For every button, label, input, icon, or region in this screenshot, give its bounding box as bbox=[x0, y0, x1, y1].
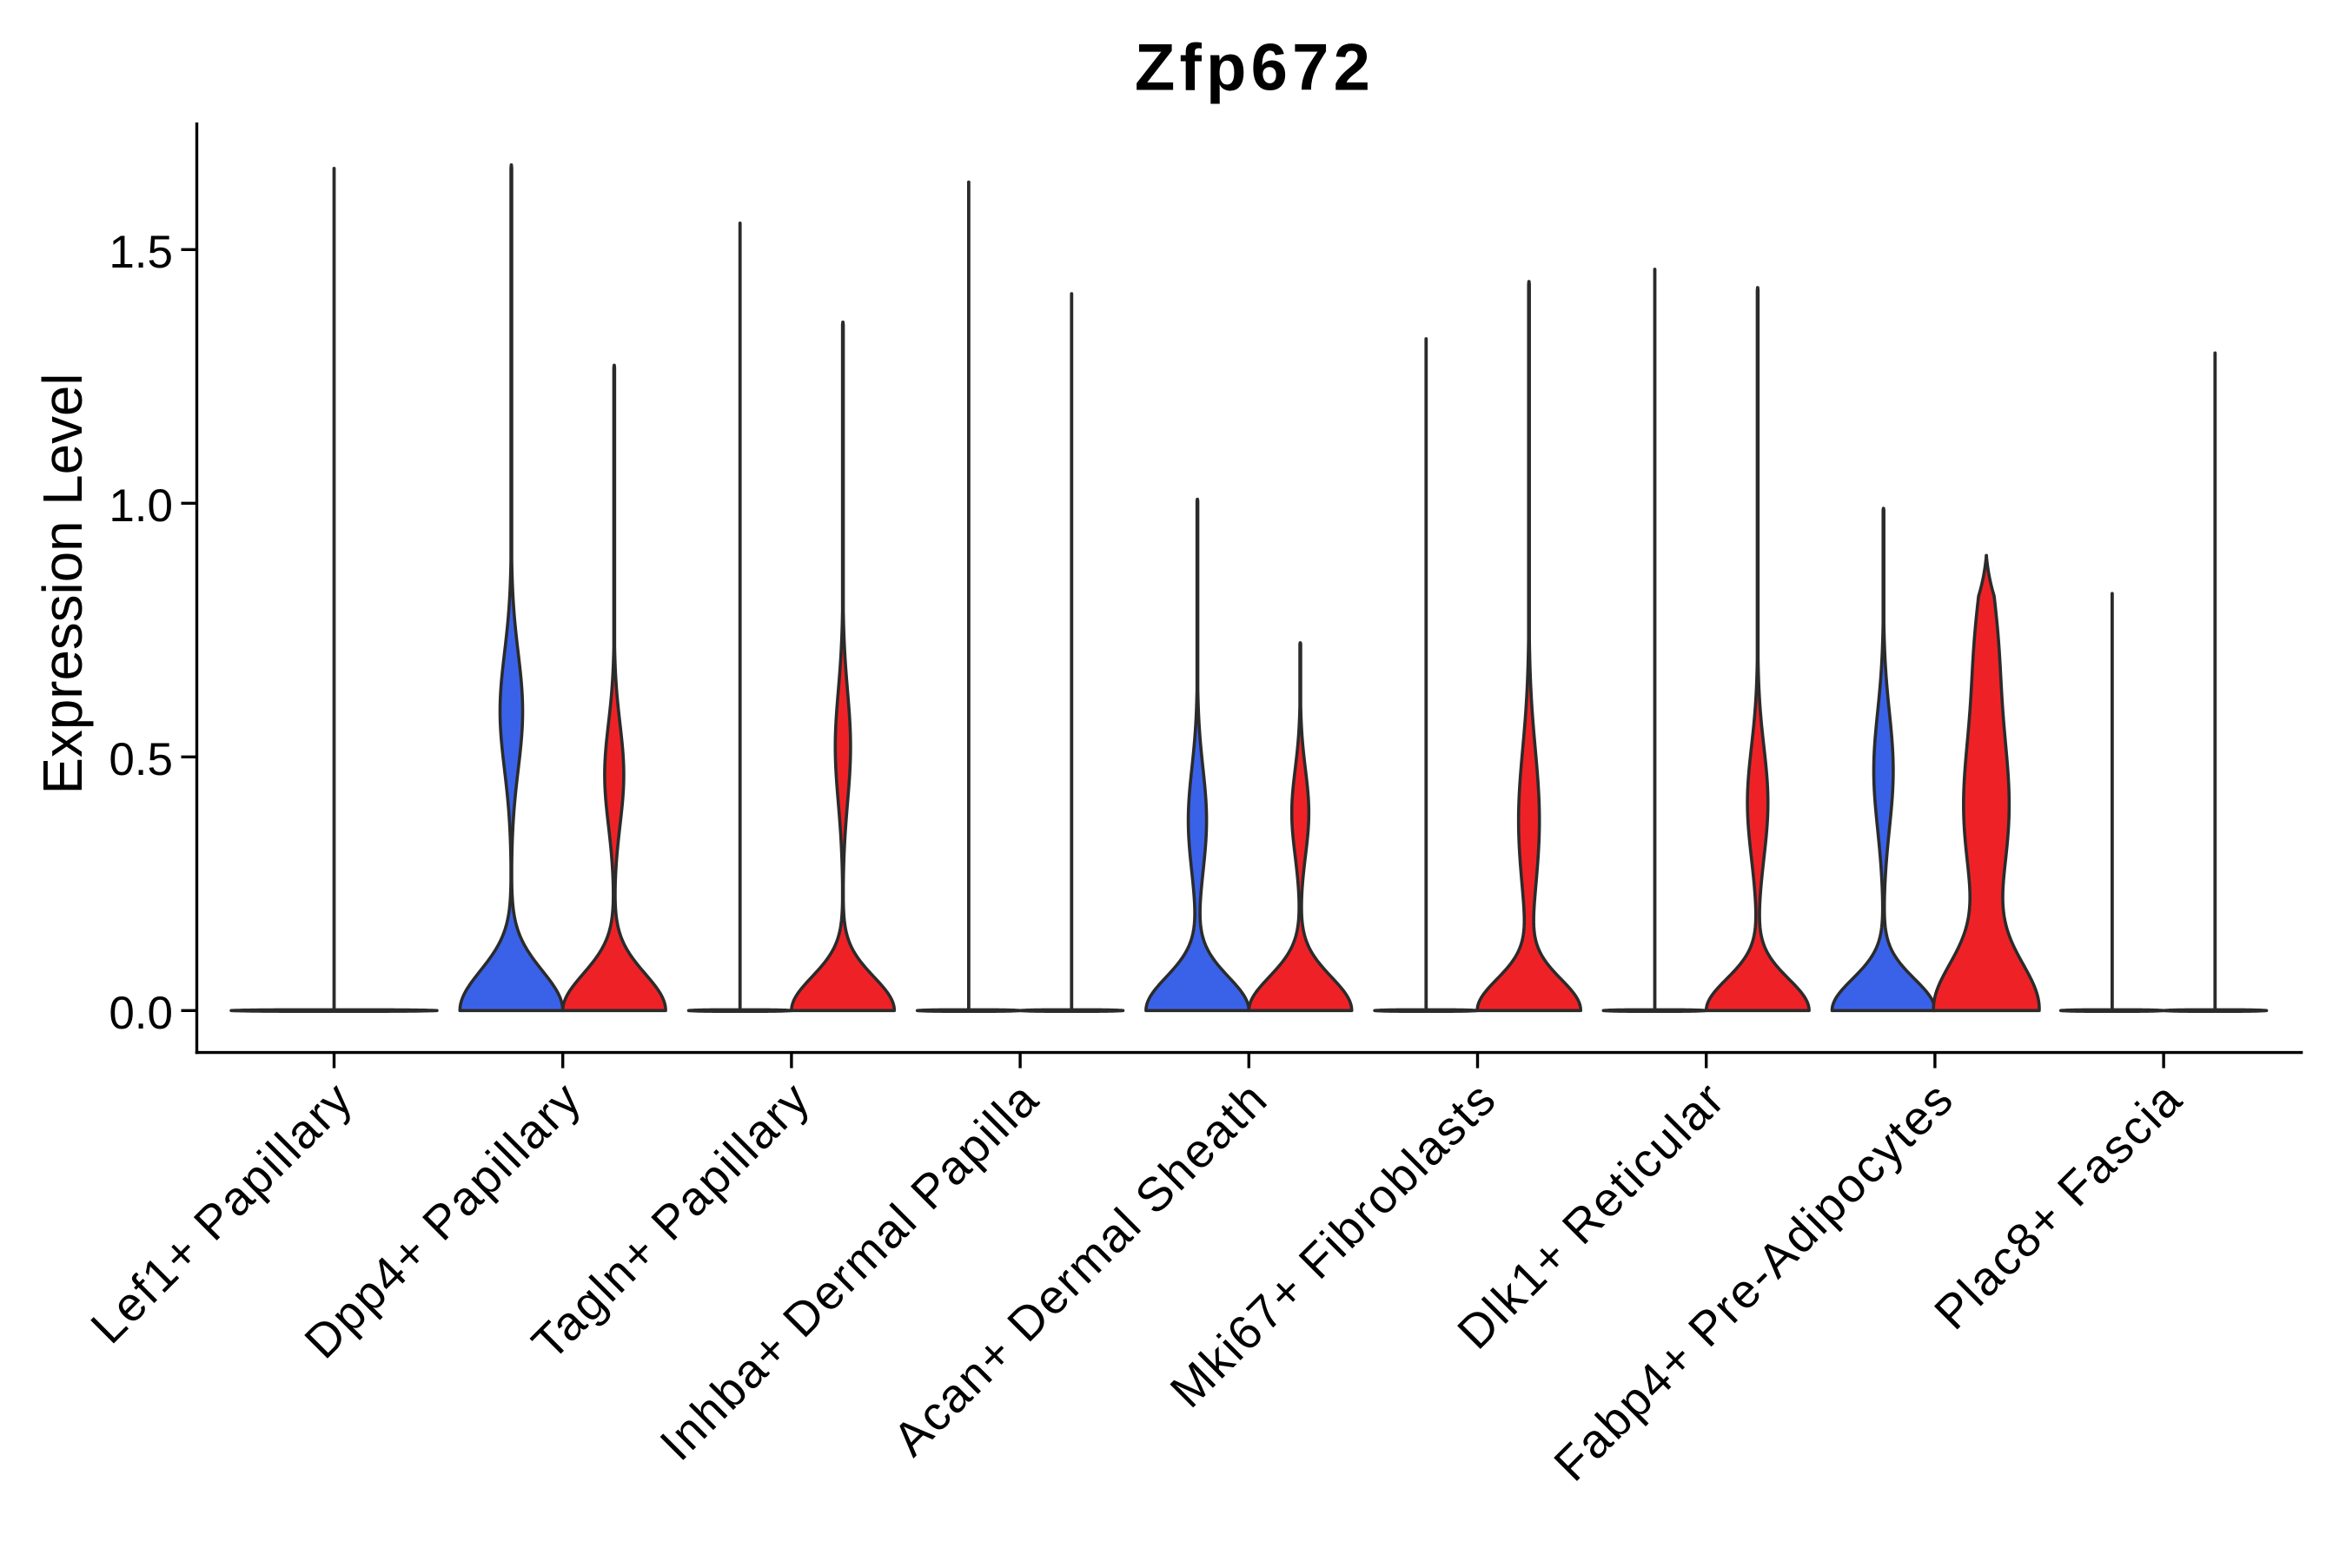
svg-text:1.0: 1.0 bbox=[109, 480, 173, 532]
svg-text:Expression Level: Expression Level bbox=[32, 374, 94, 795]
svg-text:0.0: 0.0 bbox=[109, 988, 173, 1039]
svg-text:1.5: 1.5 bbox=[109, 227, 173, 278]
svg-text:Zfp672: Zfp672 bbox=[1135, 31, 1375, 105]
svg-text:0.5: 0.5 bbox=[109, 734, 173, 785]
